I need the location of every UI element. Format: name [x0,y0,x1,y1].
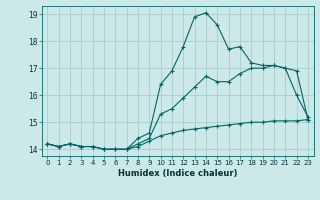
X-axis label: Humidex (Indice chaleur): Humidex (Indice chaleur) [118,169,237,178]
